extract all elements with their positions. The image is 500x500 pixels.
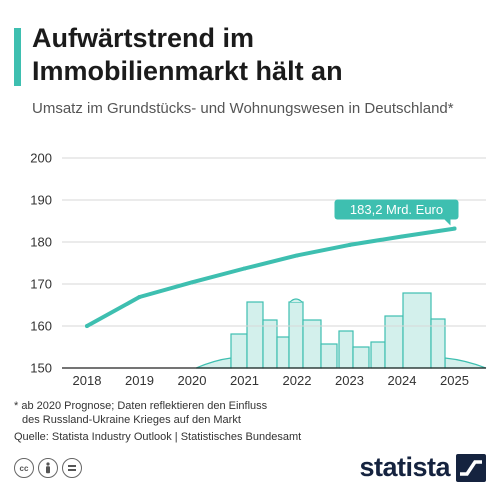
data-point bbox=[400, 234, 404, 239]
callout-label: 183,2 Mrd. Euro bbox=[350, 202, 443, 217]
y-tick-label: 180 bbox=[30, 235, 52, 250]
skyline-building bbox=[302, 319, 322, 369]
y-tick-label: 190 bbox=[30, 193, 52, 208]
skyline-dome bbox=[289, 298, 303, 303]
data-point bbox=[295, 253, 299, 258]
value-callout: 183,2 Mrd. Euro bbox=[334, 199, 459, 226]
skyline-building bbox=[288, 301, 304, 369]
x-tick-label: 2019 bbox=[125, 373, 154, 388]
footnote-line-2: des Russland-Ukraine Krieges auf den Mar… bbox=[22, 413, 241, 426]
skyline-building bbox=[262, 319, 278, 369]
data-point bbox=[242, 266, 247, 271]
footnote-line-1: * ab 2020 Prognose; Daten reflektieren d… bbox=[14, 400, 268, 412]
skyline-building bbox=[370, 341, 386, 369]
data-point bbox=[347, 242, 352, 247]
x-tick-label: 2025 bbox=[440, 373, 469, 388]
skyline-illustration bbox=[195, 292, 487, 369]
y-axis-ticks: 150 160 170 180 190 200 bbox=[30, 151, 52, 376]
x-axis-ticks: 2018 2019 2020 2021 2022 2023 2024 2025 bbox=[73, 373, 469, 388]
chart-subtitle: Umsatz im Grundstücks- und Wohnungswesen… bbox=[32, 100, 454, 117]
logo-wordmark: statista bbox=[359, 452, 450, 482]
x-tick-label: 2024 bbox=[388, 373, 417, 388]
x-tick-label: 2018 bbox=[73, 373, 102, 388]
cc-icon[interactable]: cc bbox=[14, 458, 34, 478]
x-tick-label: 2022 bbox=[283, 373, 312, 388]
skyline-building bbox=[230, 333, 248, 369]
skyline-building bbox=[246, 301, 264, 369]
data-point bbox=[137, 295, 142, 300]
logo-mark-icon bbox=[456, 453, 486, 482]
chart-grid bbox=[62, 157, 486, 369]
skyline-building bbox=[384, 315, 404, 369]
skyline-building bbox=[320, 343, 338, 369]
chart-title: Aufwärtstrend im Immobilienmarkt hält an bbox=[32, 23, 343, 86]
source-note: Quelle: Statista Industry Outlook | Stat… bbox=[14, 431, 302, 443]
attribution-icon[interactable] bbox=[38, 458, 58, 478]
skyline-building bbox=[402, 292, 432, 369]
equals-icon[interactable] bbox=[62, 458, 82, 478]
y-tick-label: 200 bbox=[30, 151, 52, 166]
skyline-building bbox=[276, 336, 290, 369]
accent-bar bbox=[14, 28, 21, 86]
series-line bbox=[85, 226, 457, 328]
data-point bbox=[85, 324, 89, 328]
skyline-building bbox=[352, 346, 370, 369]
data-point bbox=[452, 226, 457, 231]
y-tick-label: 170 bbox=[30, 277, 52, 292]
y-tick-label: 150 bbox=[30, 361, 52, 376]
callout-pointer bbox=[444, 219, 451, 226]
x-tick-label: 2021 bbox=[230, 373, 259, 388]
x-tick-label: 2023 bbox=[335, 373, 364, 388]
license-icons: cc bbox=[14, 458, 82, 478]
footnote: * ab 2020 Prognose; Daten reflektieren d… bbox=[14, 400, 484, 427]
callout-box bbox=[334, 199, 459, 220]
skyline-building bbox=[338, 330, 354, 369]
x-tick-label: 2020 bbox=[178, 373, 207, 388]
data-point bbox=[190, 280, 194, 285]
statista-logo[interactable]: statista bbox=[359, 452, 486, 483]
y-tick-label: 160 bbox=[30, 319, 52, 334]
